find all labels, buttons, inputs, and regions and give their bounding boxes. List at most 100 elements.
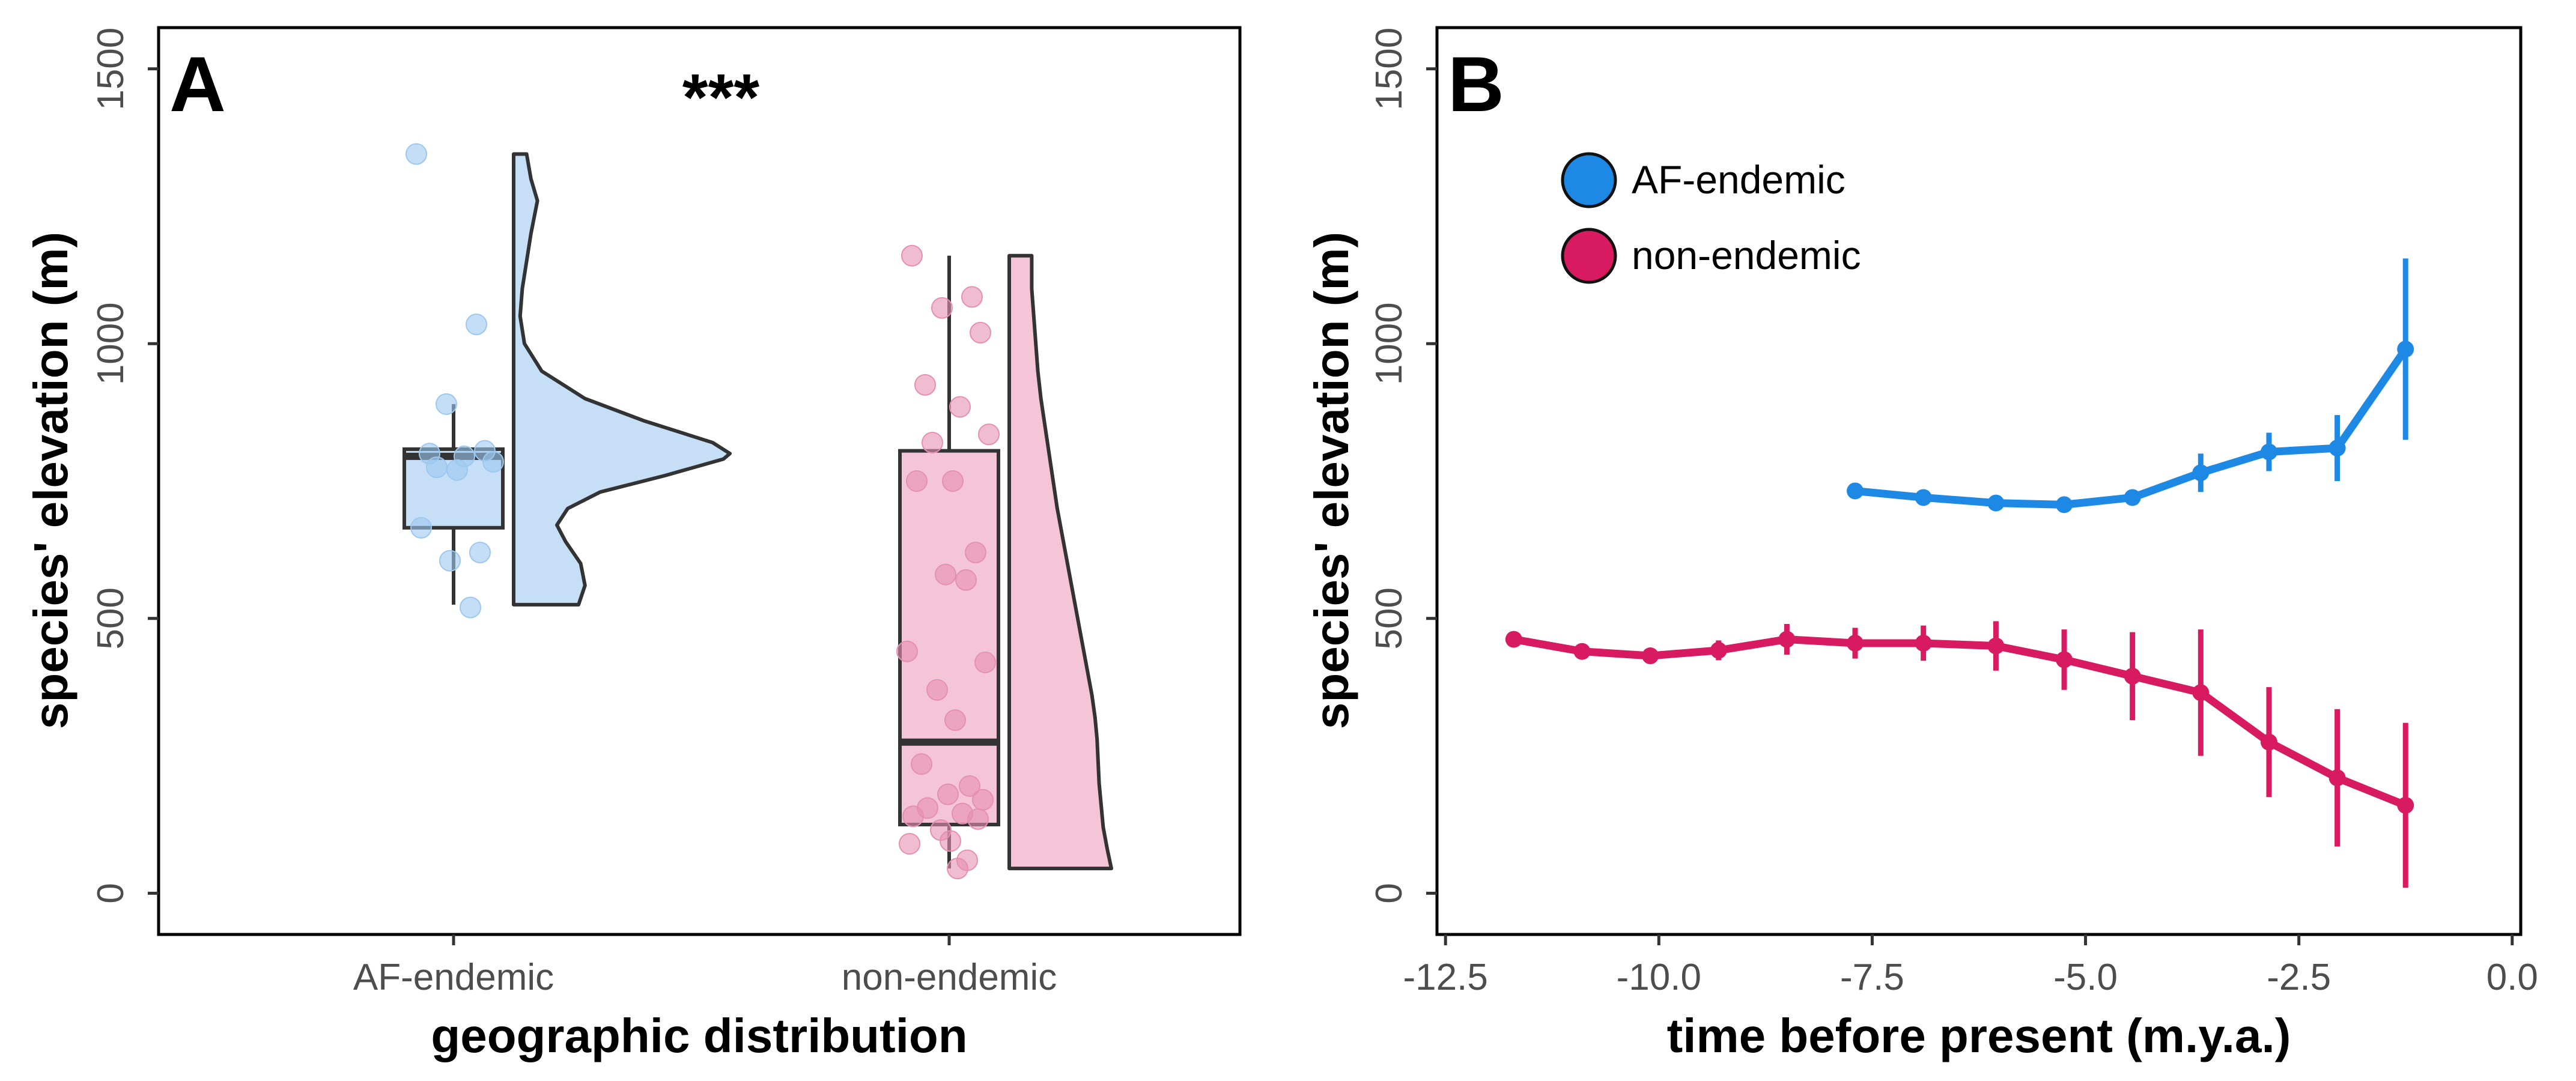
legend: AF-endemic non-endemic — [1561, 152, 1861, 284]
data-point — [1710, 641, 1727, 659]
panel-b-x-axis-title: time before present (m.y.a.) — [1667, 1009, 2291, 1062]
legend-label-non-endemic: non-endemic — [1632, 233, 1861, 277]
data-point — [947, 858, 968, 880]
panel-b-y-axis-title: species' elevation (m) — [1305, 232, 1358, 729]
data-point — [1573, 643, 1591, 660]
y-tick-label: 1500 — [90, 28, 132, 111]
data-point — [1778, 631, 1796, 648]
panel-b-marks — [1505, 258, 2414, 888]
data-point — [949, 396, 971, 418]
data-point — [2056, 651, 2073, 668]
data-point — [1642, 647, 1659, 665]
data-point — [2056, 496, 2073, 513]
data-point — [1987, 637, 2005, 655]
data-point — [935, 563, 956, 586]
x-tick-label-non-endemic: non-endemic — [842, 957, 1057, 998]
data-point — [970, 321, 991, 344]
panel-b-y-axis: 0 500 1000 1500 — [1368, 28, 1437, 904]
legend-label-af-endemic: AF-endemic — [1632, 157, 1845, 202]
data-point — [896, 640, 918, 662]
data-point — [469, 541, 491, 563]
legend-marker-af-endemic — [1561, 152, 1617, 208]
data-point — [914, 374, 936, 396]
group-af-endemic — [402, 143, 732, 619]
data-point — [937, 783, 959, 805]
data-point — [446, 459, 468, 481]
y-tick-label: 500 — [1368, 587, 1410, 649]
data-point — [1847, 634, 1864, 652]
data-point — [2397, 341, 2414, 358]
data-point — [2124, 667, 2141, 685]
panel-a-x-axis-title: geographic distribution — [431, 1009, 967, 1062]
data-point — [1915, 489, 1932, 506]
panel-a-y-axis-title: species' elevation (m) — [24, 232, 77, 729]
data-point — [2328, 440, 2346, 457]
data-point — [482, 450, 504, 473]
panel-b-letter: B — [1448, 40, 1504, 128]
x-tick-label: -7.5 — [1840, 957, 1904, 998]
panel-a-marks — [402, 143, 1113, 880]
y-tick-label: 500 — [90, 587, 132, 649]
data-point — [922, 431, 943, 453]
data-point — [926, 679, 948, 701]
data-point — [901, 244, 923, 267]
x-tick-label: -2.5 — [2267, 957, 2331, 998]
data-point — [959, 775, 980, 797]
panel-a: A *** 0 500 1000 1500 AF-endemic non-endemic… — [24, 26, 1242, 1062]
data-point — [931, 297, 953, 319]
panel-a-y-axis: 0 500 1000 1500 — [90, 28, 159, 904]
y-tick-label: 1000 — [1368, 302, 1410, 385]
data-point — [1987, 494, 2005, 512]
x-tick-label: -10.0 — [1617, 957, 1701, 998]
data-point — [967, 808, 989, 830]
data-point — [1915, 634, 1932, 652]
data-point — [942, 470, 964, 492]
data-point — [944, 709, 966, 731]
group-non-endemic — [896, 244, 1113, 880]
data-point — [902, 805, 924, 828]
y-tick-label: 1500 — [1368, 28, 1410, 111]
data-point — [965, 541, 986, 563]
y-tick-label: 0 — [90, 883, 132, 903]
series-non-endemic — [1505, 621, 2414, 888]
x-tick-label-af-endemic: AF-endemic — [353, 957, 554, 998]
data-point — [974, 652, 996, 673]
data-point — [972, 789, 994, 811]
data-point — [2397, 796, 2414, 814]
data-point — [2192, 464, 2210, 482]
data-point — [940, 830, 961, 852]
x-tick-label: -12.5 — [1403, 957, 1488, 998]
y-tick-label: 1000 — [90, 302, 132, 385]
density-non-endemic — [1007, 253, 1113, 871]
significance-annotation: *** — [682, 61, 760, 135]
panel-b-x-axis: -12.5 -10.0 -7.5 -5.0 -2.5 0.0 — [1403, 934, 2538, 998]
data-point — [2192, 684, 2210, 701]
series-line-non-endemic — [1510, 635, 2410, 810]
panel-b: B AF-endemic non-endemic 0 500 1000 1500 -1… — [1305, 26, 2538, 1062]
data-point — [906, 470, 928, 492]
panel-a-letter: A — [169, 40, 226, 128]
x-tick-label: -5.0 — [2053, 957, 2118, 998]
data-point — [436, 393, 457, 415]
data-point — [978, 423, 1000, 446]
data-point — [2260, 733, 2277, 751]
data-point — [2124, 489, 2141, 506]
data-point — [466, 313, 487, 336]
data-point — [1847, 482, 1864, 500]
data-point — [2260, 443, 2277, 461]
data-point — [406, 143, 427, 165]
density-af-endemic — [512, 152, 732, 607]
panel-a-x-axis: AF-endemic non-endemic — [353, 934, 1057, 998]
data-point — [955, 569, 977, 591]
y-tick-label: 0 — [1368, 883, 1410, 903]
data-point — [899, 833, 920, 855]
data-point — [439, 550, 461, 572]
x-tick-label: 0.0 — [2486, 957, 2538, 998]
series-af-endemic — [1847, 258, 2414, 513]
legend-marker-non-endemic — [1561, 228, 1617, 284]
data-point — [961, 286, 983, 308]
data-point — [1505, 631, 1522, 648]
data-point — [460, 596, 481, 619]
data-point — [410, 516, 432, 539]
